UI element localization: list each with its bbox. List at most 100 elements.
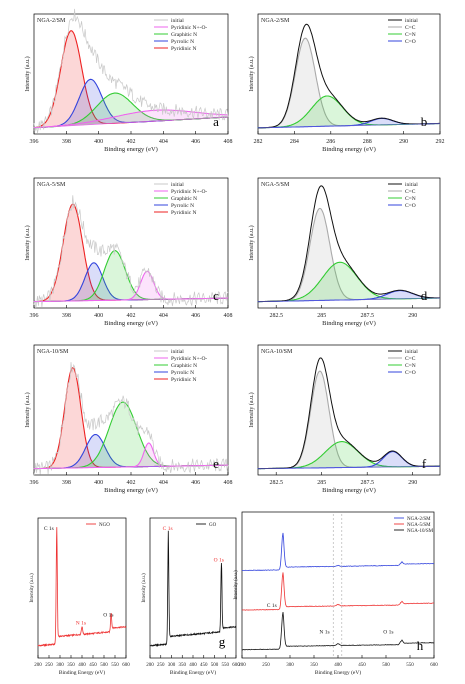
x-axis-label: Binding energy (eV) [322,320,376,327]
panel-letter-h: h [417,638,424,653]
legend-label: initial [171,182,184,188]
x-tick-label: 404 [159,313,168,319]
panel-h: 200 250 300 350 400 450 500 550 600 Binding Energ… [234,511,438,676]
x-tick-label: 600 [232,663,240,668]
legend-label: C=N [405,32,416,38]
x-tick-label: 500 [100,663,108,668]
x-tick-label: 300 [56,663,64,668]
x-tick-label: 450 [89,663,97,668]
panel-NGO: 200 250 300 350 400 450 500 550 600 Binding Energ… [30,517,130,676]
peak-label: C 1s [163,526,173,532]
legend-label: NGA-2/SM [407,517,431,522]
x-axis-label: Binding Energy (eV) [315,669,362,676]
panel-d: 282.5 285 287.5 290 Binding energy (eV) Inten… [248,177,441,327]
legend-label: Pyridinic N [171,46,197,52]
plot-frame [257,344,441,476]
peak-fill [258,262,440,302]
x-tick-label: 350 [67,663,75,668]
panel-letter-d: d [421,288,428,303]
panel-e: 396 398 400 402 404 406 408 Binding energy (eV)… [24,344,233,494]
x-axis-label: Binding Energy (eV) [59,669,106,676]
initial-curve [258,185,440,303]
legend-label: C=C [405,189,416,195]
panel-b: 282 284 286 288 290 292 Binding energy (eV) Int… [248,13,445,153]
baseline-line [257,297,441,302]
y-axis-label: Intensity (a.u.) [234,570,239,600]
legend-label: Graphitic N [171,32,197,38]
legend-label: Graphitic N [171,363,197,369]
panel-letter-e: e [213,456,219,471]
x-tick-label: 550 [406,663,414,668]
x-tick-label: 250 [262,663,270,668]
legend-label: GO [209,523,217,528]
x-tick-label: 288 [363,139,372,145]
peak-fill [34,434,228,469]
x-tick-label: 350 [179,663,187,668]
plot-frame [257,13,441,135]
x-tick-label: 398 [62,139,71,145]
panel-letter-g: g [219,634,226,649]
baseline-line [33,464,229,469]
y-axis-label: Intensity (a.u.) [248,392,255,427]
panel-letter-b: b [421,114,428,129]
plot-frame [257,177,441,309]
x-tick-label: 408 [224,313,233,319]
x-tick-label: 402 [127,480,136,486]
legend-label: initial [405,349,418,355]
baseline-line [257,123,441,129]
y-axis-label: Intensity (a.u.) [142,573,147,603]
peak-fill [34,402,228,469]
x-tick-label: 290 [408,313,417,319]
baseline-line [257,465,441,469]
peak-fill [34,367,228,469]
panel-letter-f: f [422,456,427,471]
y-axis-label: Intensity (a.u.) [24,225,31,260]
x-tick-label: 400 [334,663,342,668]
peak-fill [258,38,440,128]
peak-fill [34,262,228,302]
survey-curve [241,532,435,572]
legend-label: Graphitic N [171,196,197,202]
peak-fill [34,79,228,128]
x-tick-label: 285 [317,480,326,486]
plot-frame [37,517,127,659]
legend-label: initial [171,18,184,24]
x-axis-label: Binding energy (eV) [104,320,158,327]
x-tick-label: 550 [222,663,230,668]
legend-label: C=C [405,356,416,362]
x-tick-label: 600 [430,663,438,668]
x-tick-label: 400 [78,663,86,668]
peak-label: C 1s [44,526,54,532]
x-tick-label: 402 [127,313,136,319]
x-tick-label: 400 [94,480,103,486]
x-tick-label: 406 [191,313,200,319]
x-tick-label: 500 [382,663,390,668]
x-tick-label: 406 [191,139,200,145]
x-tick-label: 300 [286,663,294,668]
peak-fill [34,30,228,128]
legend-label: initial [405,182,418,188]
legend-label: NGA-5/SM [407,523,431,528]
x-tick-label: 404 [159,139,168,145]
x-axis-label: Binding energy (eV) [322,487,376,494]
legend-label: initial [405,18,418,24]
x-tick-label: 282.5 [269,480,283,486]
panel-letter-c: c [213,288,219,303]
initial-curve [33,8,229,133]
legend-label: C=C [405,25,416,31]
baseline-line [33,297,229,302]
baseline-line [33,116,229,129]
x-tick-label: 290 [408,480,417,486]
legend-label: C=N [405,196,416,202]
x-tick-label: 282 [254,139,263,145]
legend-label: C=O [405,370,416,376]
legend-label: C=O [405,39,416,45]
panel-g: 200 250 300 350 400 450 500 550 600 Binding Energ… [142,517,240,676]
x-tick-label: 200 [146,663,154,668]
x-tick-label: 284 [290,139,299,145]
legend-label: Pyrrolic N [171,203,194,209]
panel-a: 396 398 400 402 404 406 408 Binding energy (eV)… [24,8,233,153]
x-tick-label: 400 [94,139,103,145]
x-tick-label: 287.5 [360,313,374,319]
